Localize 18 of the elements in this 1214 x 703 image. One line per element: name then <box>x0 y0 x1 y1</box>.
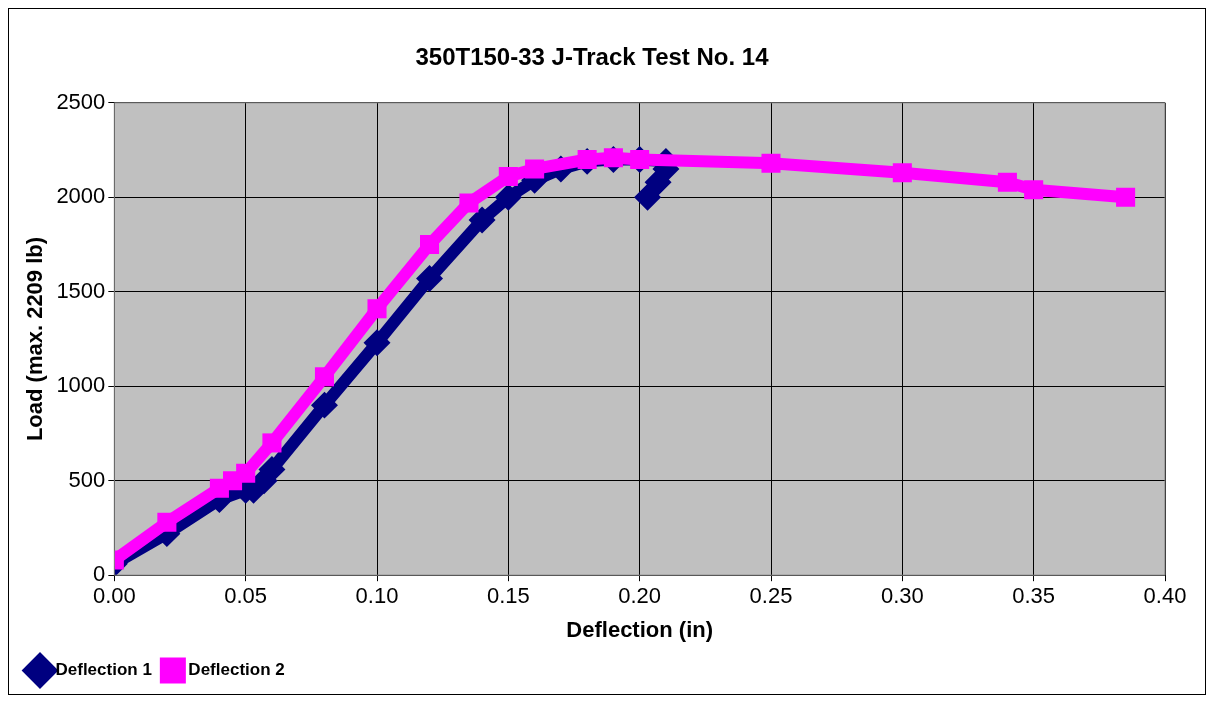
x-tick-label: 0.25 <box>749 583 793 609</box>
x-tick-label: 0.05 <box>224 583 268 609</box>
x-tick-label: 0.20 <box>618 583 662 609</box>
y-tick-label: 2500 <box>56 88 106 114</box>
x-tick-label: 0.10 <box>355 583 399 609</box>
x-tick-label: 0.30 <box>880 583 924 609</box>
x-tick-label: 0.15 <box>486 583 530 609</box>
legend-label: Deflection 1 <box>55 660 152 680</box>
y-tick-label: 1000 <box>56 372 106 398</box>
x-tick-label: 0.35 <box>1012 583 1056 609</box>
y-tick-label: 500 <box>68 466 106 492</box>
x-tick-label: 0.40 <box>1143 583 1187 609</box>
chart-title: 350T150-33 J-Track Test No. 14 <box>415 43 770 71</box>
legend-label: Deflection 2 <box>188 660 285 680</box>
y-tick-label: 2000 <box>56 183 106 209</box>
y-axis-title: Load (max. 2209 lb) <box>22 236 48 442</box>
y-tick-label: 1500 <box>56 277 106 303</box>
x-axis-title: Deflection (in) <box>566 616 714 642</box>
